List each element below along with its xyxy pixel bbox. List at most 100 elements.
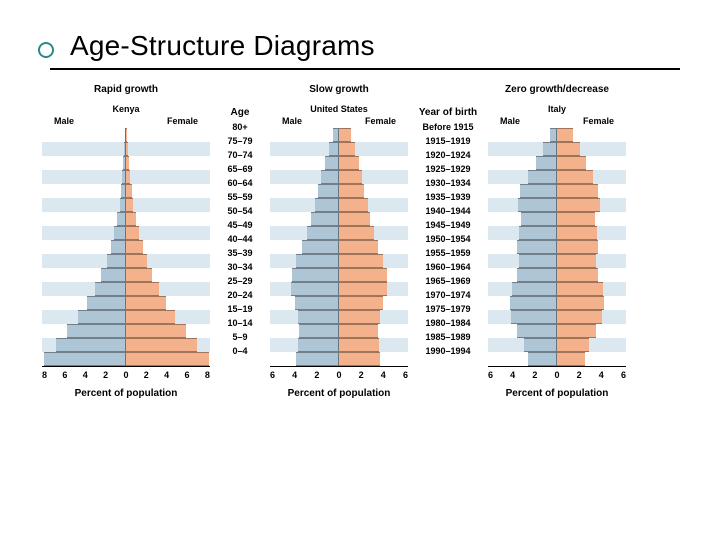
yob-column-value: 1930–1934	[422, 176, 473, 190]
age-column-value: 35–39	[227, 246, 252, 260]
male-bar	[518, 198, 557, 212]
male-bar	[329, 142, 339, 156]
age-bar-row	[270, 310, 408, 324]
yob-column-value: 1945–1949	[422, 218, 473, 232]
age-bar-row	[488, 240, 626, 254]
x-ticks: 6420246	[488, 370, 626, 380]
x-tick: 6	[403, 370, 408, 380]
male-bar	[519, 254, 557, 268]
male-bar	[521, 212, 557, 226]
yob-column-value: 1940–1944	[422, 204, 473, 218]
male-bar	[95, 282, 127, 296]
yob-column-value: 1975–1979	[422, 302, 473, 316]
age-column-value: 65–69	[227, 162, 252, 176]
female-bar	[557, 198, 600, 212]
female-bar	[126, 268, 152, 282]
female-bar	[126, 324, 186, 338]
male-bar	[67, 324, 126, 338]
female-bar	[557, 226, 597, 240]
male-bar	[101, 268, 126, 282]
age-bar-row	[270, 212, 408, 226]
male-label: Male	[500, 116, 520, 126]
female-bar	[126, 282, 159, 296]
male-bar	[296, 352, 339, 366]
x-axis-line	[488, 366, 626, 367]
age-bar-row	[488, 226, 626, 240]
female-bar	[126, 170, 130, 184]
male-bar	[296, 254, 339, 268]
male-bar	[307, 226, 339, 240]
male-bar	[291, 282, 339, 296]
age-column: Age 80+75–7970–7465–6960–6455–5950–5445–4…	[216, 84, 264, 358]
female-bar	[557, 352, 585, 366]
male-bar	[325, 156, 339, 170]
x-tick: 4	[83, 370, 88, 380]
female-bar	[339, 254, 383, 268]
age-bar-row	[42, 240, 210, 254]
x-tick: 0	[554, 370, 559, 380]
x-tick: 0	[336, 370, 341, 380]
x-tick: 2	[359, 370, 364, 380]
female-bar	[339, 310, 380, 324]
age-bar-row	[42, 142, 210, 156]
male-bar	[517, 324, 557, 338]
age-bar-row	[42, 212, 210, 226]
x-tick: 8	[205, 370, 210, 380]
age-bar-row	[270, 170, 408, 184]
x-tick: 2	[144, 370, 149, 380]
female-bar	[126, 184, 132, 198]
female-bar	[557, 268, 598, 282]
age-bar-row	[270, 324, 408, 338]
female-bar	[339, 282, 387, 296]
age-column-value: 10–14	[227, 316, 252, 330]
female-bar	[339, 296, 383, 310]
age-column-values: 80+75–7970–7465–6960–6455–5950–5445–4940…	[227, 120, 252, 358]
male-bar	[117, 212, 126, 226]
age-column-value: 40–44	[227, 232, 252, 246]
male-bar	[295, 296, 339, 310]
age-bar-row	[42, 268, 210, 282]
x-tick: 2	[314, 370, 319, 380]
female-bar	[339, 156, 359, 170]
male-bar	[528, 352, 557, 366]
age-bar-row	[488, 198, 626, 212]
male-bar	[302, 240, 339, 254]
age-bar-row	[488, 128, 626, 142]
age-bar-row	[488, 142, 626, 156]
x-tick: 4	[599, 370, 604, 380]
female-label: Female	[167, 116, 198, 126]
yob-column-value: 1970–1974	[422, 288, 473, 302]
female-bar	[126, 156, 129, 170]
female-bar	[339, 226, 374, 240]
age-bar-row	[270, 198, 408, 212]
x-axis-line	[42, 366, 210, 367]
male-bar	[550, 128, 557, 142]
female-bar	[557, 142, 580, 156]
age-column-value: 70–74	[227, 148, 252, 162]
age-column-header: Age	[231, 84, 250, 118]
male-bar	[536, 156, 557, 170]
yob-column-value: 1950–1954	[422, 232, 473, 246]
female-bar	[557, 310, 602, 324]
male-bar	[298, 338, 339, 352]
male-label: Male	[282, 116, 302, 126]
age-bar-row	[270, 142, 408, 156]
female-bar	[126, 226, 139, 240]
age-bar-row	[270, 128, 408, 142]
age-bar-row	[488, 170, 626, 184]
age-column-value: 15–19	[227, 302, 252, 316]
female-bar	[126, 352, 209, 366]
pyramid-title: Zero growth/decrease	[505, 84, 609, 104]
male-bar	[321, 170, 339, 184]
male-bar	[56, 338, 126, 352]
male-bar	[78, 310, 126, 324]
female-bar	[557, 212, 595, 226]
x-tick: 4	[381, 370, 386, 380]
female-bar	[126, 128, 127, 142]
female-bar	[557, 296, 604, 310]
age-bar-row	[42, 198, 210, 212]
female-bar	[339, 324, 378, 338]
charts-row: Rapid growthKenyaMaleFemale864202468Perc…	[42, 84, 680, 399]
female-bar	[126, 142, 128, 156]
female-bar	[126, 240, 143, 254]
